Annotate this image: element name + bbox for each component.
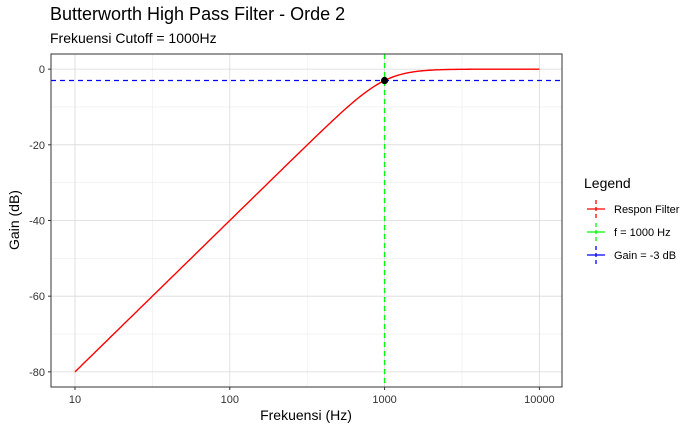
y-tick-label: -80 [29,367,45,379]
reference-lines [51,54,562,387]
x-tick-label: 10000 [524,394,555,406]
x-tick-label: 1000 [372,394,396,406]
y-tick-label: 0 [39,64,45,76]
chart-subtitle: Frekuensi Cutoff = 1000Hz [50,30,217,46]
y-axis-ticks: 0 -20 -40 -60 -80 [29,64,51,379]
legend-title: Legend [584,175,631,191]
legend-item-label: Gain = -3 dB [614,250,676,262]
series-group [74,68,540,373]
y-tick-label: -40 [29,216,45,228]
legend-item-label: f = 1000 Hz [614,227,671,239]
x-axis-label: Frekuensi (Hz) [260,407,352,423]
series-line-respon-filter [74,68,540,373]
chart-title: Butterworth High Pass Filter - Orde 2 [50,4,345,24]
y-tick-label: -20 [29,140,45,152]
y-tick-label: -60 [29,291,45,303]
x-tick-label: 100 [221,394,239,406]
legend-item-label: Respon Filter [614,204,680,216]
legend: Legend Respon Filter f = 1000 Hz Gain = -3… [584,175,680,264]
x-axis-ticks: 10 100 1000 10000 [69,387,555,406]
markers [380,76,389,85]
x-tick-label: 10 [69,394,81,406]
y-axis-label: Gain (dB) [6,190,22,250]
cutoff-point-marker [380,76,389,85]
